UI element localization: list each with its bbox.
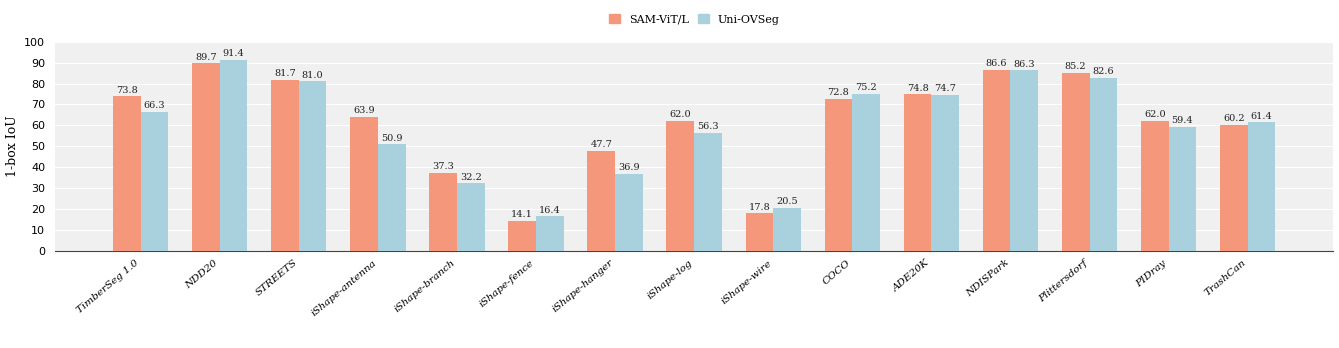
Text: 50.9: 50.9 <box>380 134 403 143</box>
Bar <box>588 151 615 251</box>
Bar <box>694 133 722 251</box>
Bar <box>141 112 169 251</box>
Bar <box>983 70 1011 251</box>
Bar <box>615 174 643 251</box>
Text: 85.2: 85.2 <box>1065 62 1086 71</box>
Bar <box>457 183 485 251</box>
Bar <box>1062 73 1090 251</box>
Bar <box>904 94 932 251</box>
Text: 61.4: 61.4 <box>1251 112 1272 121</box>
Bar <box>220 60 248 251</box>
Text: 81.7: 81.7 <box>274 69 296 78</box>
Text: 47.7: 47.7 <box>590 140 612 149</box>
Text: 81.0: 81.0 <box>301 71 324 80</box>
Text: 62.0: 62.0 <box>1144 110 1165 119</box>
Text: 72.8: 72.8 <box>828 88 849 97</box>
Text: 32.2: 32.2 <box>459 173 482 182</box>
Text: 75.2: 75.2 <box>856 83 877 92</box>
Text: 60.2: 60.2 <box>1223 114 1245 123</box>
Text: 16.4: 16.4 <box>540 206 561 215</box>
Text: 14.1: 14.1 <box>511 211 533 220</box>
Bar <box>825 98 853 251</box>
Bar <box>509 221 536 251</box>
Bar <box>270 80 299 251</box>
Bar <box>1090 78 1117 251</box>
Text: 56.3: 56.3 <box>698 122 719 131</box>
Text: 74.7: 74.7 <box>935 84 956 93</box>
Bar <box>932 95 959 251</box>
Text: 59.4: 59.4 <box>1172 116 1193 125</box>
Bar <box>536 216 564 251</box>
Text: 63.9: 63.9 <box>353 106 375 116</box>
Bar <box>191 63 220 251</box>
Text: 91.4: 91.4 <box>222 49 245 58</box>
Text: 74.8: 74.8 <box>907 84 928 93</box>
Text: 36.9: 36.9 <box>619 163 640 172</box>
Bar <box>1141 121 1169 251</box>
Text: 37.3: 37.3 <box>432 162 454 171</box>
Text: 89.7: 89.7 <box>195 53 217 62</box>
Legend: SAM-ViT/L, Uni-OVSeg: SAM-ViT/L, Uni-OVSeg <box>604 10 783 29</box>
Text: 66.3: 66.3 <box>143 102 165 110</box>
Text: 20.5: 20.5 <box>777 197 798 206</box>
Text: 62.0: 62.0 <box>670 110 691 119</box>
Text: 82.6: 82.6 <box>1093 68 1114 77</box>
Bar <box>1220 125 1248 251</box>
Bar <box>351 117 378 251</box>
Bar <box>430 173 457 251</box>
Text: 17.8: 17.8 <box>749 203 770 212</box>
Text: 86.6: 86.6 <box>986 59 1007 68</box>
Bar <box>299 81 327 251</box>
Bar <box>853 94 880 251</box>
Bar <box>1248 122 1275 251</box>
Text: 73.8: 73.8 <box>116 86 138 95</box>
Y-axis label: 1-box IoU: 1-box IoU <box>5 115 19 177</box>
Bar <box>746 213 773 251</box>
Bar <box>1011 70 1038 251</box>
Text: 86.3: 86.3 <box>1014 60 1035 69</box>
Bar <box>1169 127 1196 251</box>
Bar <box>378 144 406 251</box>
Bar <box>667 121 694 251</box>
Bar <box>112 96 141 251</box>
Bar <box>773 208 801 251</box>
